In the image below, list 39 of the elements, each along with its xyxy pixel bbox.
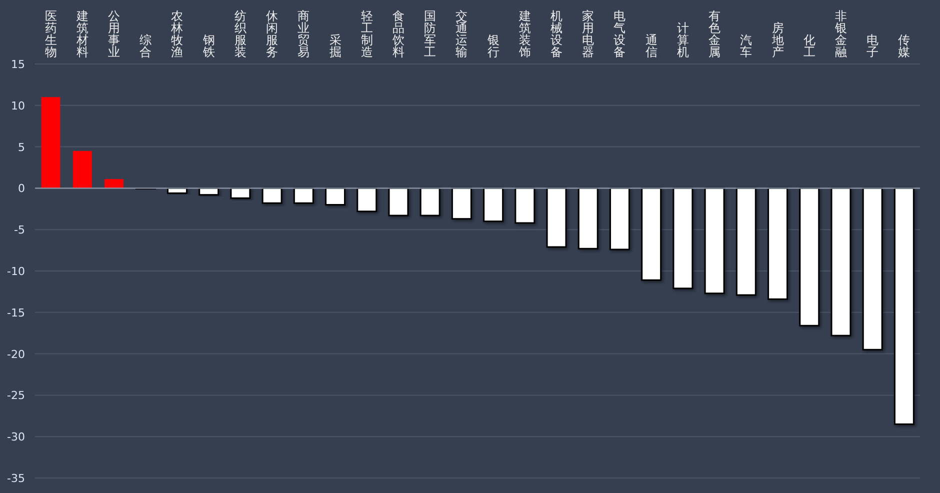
x-tick-label: 综合 [140, 33, 152, 59]
y-tick-label: -30 [7, 430, 25, 444]
x-tick-label: 电气设备 [614, 9, 626, 59]
x-tick-label: 非银金融 [834, 9, 847, 59]
x-tick-label: 食品饮料 [392, 9, 404, 59]
x-tick-label: 银行 [487, 33, 500, 59]
x-tick-label: 采掘 [329, 33, 342, 59]
y-tick-label: 15 [11, 58, 25, 71]
y-tick-label: -10 [7, 265, 25, 278]
x-tick-label: 休闲服务 [266, 9, 278, 59]
x-tick-label: 建筑装饰 [518, 9, 531, 59]
x-tick-label: 房地产 [772, 21, 784, 59]
x-tick-label: 电子 [866, 33, 879, 59]
x-tick-label: 建筑材料 [76, 9, 88, 59]
x-tick-label: 公用事业 [108, 9, 120, 59]
x-tick-label: 钢铁 [202, 33, 215, 59]
y-tick-label: -15 [7, 306, 25, 320]
x-tick-label: 计算机 [676, 21, 689, 59]
x-tick-label: 交通运输 [456, 9, 468, 59]
y-tick-label: 10 [11, 99, 25, 112]
x-tick-label: 纺织服装 [234, 9, 246, 59]
x-tick-label: 家用电器 [582, 9, 594, 59]
x-tick-label: 机械设备 [550, 9, 563, 59]
y-tick-label: 5 [18, 140, 25, 154]
x-tick-label: 化工 [803, 33, 816, 59]
y-tick-label: 0 [18, 182, 25, 196]
x-tick-label: 有色金属 [708, 9, 721, 59]
x-tick-label: 商业贸易 [298, 9, 310, 59]
x-tick-label: 通信 [645, 33, 658, 59]
x-tick-label: 国防军工 [424, 9, 436, 59]
y-tick-label: -5 [14, 224, 25, 237]
y-tick-label: -25 [7, 389, 25, 402]
x-tick-label: 医药生物 [44, 9, 57, 59]
x-tick-label: 轻工制造 [360, 9, 373, 59]
x-tick-label: 汽车 [740, 33, 752, 59]
x-tick-label: 传媒 [898, 33, 910, 59]
x-tick-label: 农林牧渔 [171, 9, 184, 59]
y-tick-label: -20 [7, 348, 25, 361]
y-tick-label: -35 [7, 472, 25, 485]
